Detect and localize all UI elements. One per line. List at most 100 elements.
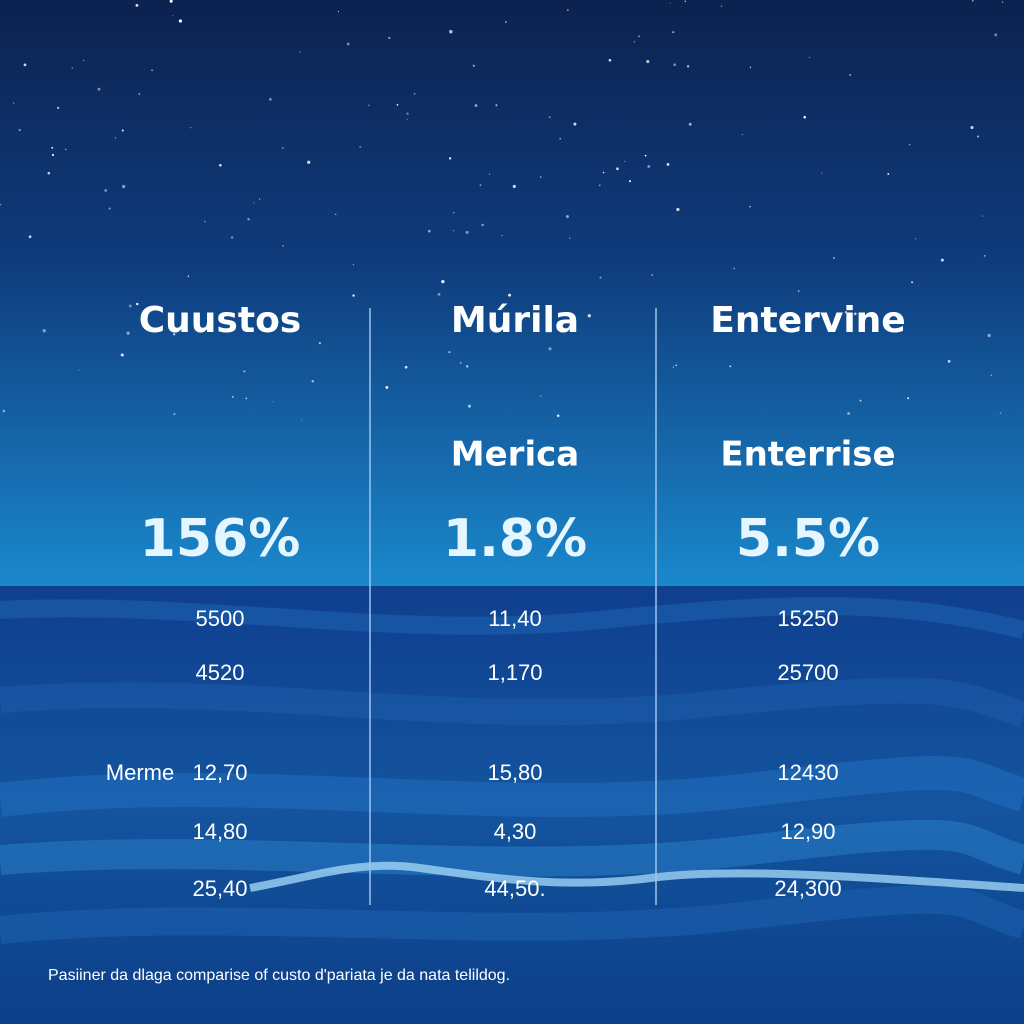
star	[466, 365, 469, 368]
star	[301, 418, 303, 420]
star	[453, 230, 455, 232]
star	[42, 329, 46, 333]
star	[64, 148, 67, 151]
star	[684, 0, 686, 2]
star	[247, 218, 250, 221]
star	[138, 92, 141, 96]
star	[281, 147, 284, 150]
cell-value: 12,70	[192, 760, 247, 785]
headline-value: 1.8%	[443, 509, 587, 569]
star	[940, 258, 944, 262]
cell-value: 1,170	[487, 660, 542, 685]
star	[602, 171, 605, 174]
star	[651, 274, 653, 276]
star	[122, 184, 126, 189]
cell-value: 11,40	[488, 606, 541, 631]
star	[311, 380, 314, 383]
star	[47, 171, 51, 175]
cell-value: 5500	[196, 606, 245, 631]
star	[231, 395, 234, 398]
star	[396, 103, 399, 106]
star	[573, 122, 577, 126]
star	[459, 361, 462, 364]
headline-value: 156%	[140, 509, 301, 569]
star	[453, 212, 455, 214]
star	[637, 35, 640, 38]
star	[512, 184, 516, 189]
star	[990, 374, 993, 377]
star	[136, 302, 139, 306]
star	[427, 229, 431, 233]
star	[628, 180, 632, 183]
star	[413, 92, 416, 95]
star	[437, 292, 441, 296]
sky	[0, 0, 1024, 586]
star	[275, 320, 279, 324]
star	[135, 3, 139, 7]
star	[608, 58, 612, 62]
star	[505, 21, 507, 23]
star	[404, 365, 408, 369]
star	[352, 264, 354, 266]
star	[675, 364, 677, 367]
star	[971, 0, 974, 2]
star	[832, 256, 836, 260]
star	[559, 138, 561, 140]
star	[1001, 1, 1004, 3]
star	[253, 202, 255, 204]
star	[666, 162, 670, 166]
star	[887, 172, 890, 175]
star	[71, 67, 73, 69]
star	[853, 312, 857, 316]
star	[479, 184, 482, 187]
star	[488, 173, 491, 175]
star	[218, 163, 222, 167]
star	[847, 412, 851, 415]
star	[977, 135, 980, 138]
column-title: Entervine	[710, 300, 905, 341]
star	[406, 118, 408, 120]
star	[672, 366, 675, 368]
star	[120, 353, 124, 357]
star	[13, 102, 15, 104]
cell-value: 4,30	[494, 819, 537, 844]
star	[849, 74, 852, 76]
star	[204, 220, 206, 223]
star	[947, 359, 951, 363]
star	[368, 104, 370, 107]
star	[385, 386, 389, 389]
star	[151, 69, 153, 72]
star	[566, 9, 569, 12]
headline-value: 5.5%	[736, 509, 880, 569]
star	[798, 290, 800, 292]
star	[28, 235, 32, 239]
star	[821, 172, 823, 174]
star	[0, 203, 2, 206]
row-label: Merme	[106, 760, 174, 785]
star	[259, 198, 261, 200]
cell-value: 12,90	[780, 819, 835, 844]
star	[548, 347, 552, 351]
star	[282, 245, 284, 247]
star	[495, 104, 498, 107]
star	[441, 279, 445, 284]
star	[481, 223, 485, 227]
star	[114, 137, 117, 139]
footnote: Pasiiner da dlaga comparise of custo d'p…	[48, 967, 510, 984]
column-title: Múrila	[451, 300, 579, 341]
star	[245, 397, 248, 400]
star	[474, 104, 478, 107]
star	[230, 236, 234, 239]
star	[337, 10, 340, 13]
star	[269, 98, 272, 101]
star	[346, 42, 350, 46]
star	[749, 66, 752, 68]
star	[556, 414, 560, 418]
star	[359, 146, 361, 148]
star	[548, 116, 551, 119]
star	[465, 230, 469, 234]
star	[729, 365, 732, 368]
star	[508, 293, 512, 297]
star	[749, 205, 751, 208]
star	[672, 31, 675, 34]
